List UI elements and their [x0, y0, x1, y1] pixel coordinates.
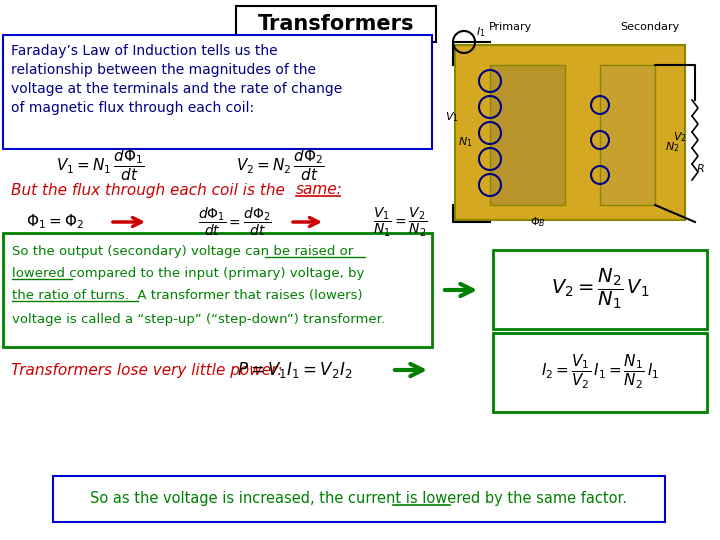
- Text: $V_2 = N_2\,\dfrac{d\Phi_2}{dt}$: $V_2 = N_2\,\dfrac{d\Phi_2}{dt}$: [235, 147, 324, 183]
- Text: lowered compared to the input (primary) voltage, by: lowered compared to the input (primary) …: [12, 267, 364, 280]
- FancyBboxPatch shape: [455, 45, 685, 220]
- Text: $V_1$: $V_1$: [445, 110, 459, 124]
- Text: Secondary: Secondary: [621, 22, 680, 32]
- Text: $V_2$: $V_2$: [673, 130, 687, 144]
- Text: $\dfrac{V_1}{N_1} = \dfrac{V_2}{N_2}$: $\dfrac{V_1}{N_1} = \dfrac{V_2}{N_2}$: [373, 205, 428, 239]
- Text: $V_2 = \dfrac{N_2}{N_1}\,V_1$: $V_2 = \dfrac{N_2}{N_1}\,V_1$: [551, 267, 649, 312]
- Text: $N_1$: $N_1$: [458, 135, 472, 149]
- Text: $\Phi_B$: $\Phi_B$: [530, 215, 546, 229]
- Text: So as the voltage is increased, the current is lowered by the same factor.: So as the voltage is increased, the curr…: [91, 491, 628, 507]
- Text: But the flux through each coil is the: But the flux through each coil is the: [11, 183, 289, 198]
- Text: $V_1 = N_1\,\dfrac{d\Phi_1}{dt}$: $V_1 = N_1\,\dfrac{d\Phi_1}{dt}$: [55, 147, 144, 183]
- Text: $\dfrac{d\Phi_1}{dt} = \dfrac{d\Phi_2}{dt}$: $\dfrac{d\Phi_1}{dt} = \dfrac{d\Phi_2}{d…: [198, 206, 272, 238]
- Text: $N_2$: $N_2$: [665, 140, 680, 154]
- Text: $\Phi_1 = \Phi_2$: $\Phi_1 = \Phi_2$: [26, 213, 84, 231]
- FancyBboxPatch shape: [600, 65, 655, 205]
- Text: Faraday’s Law of Induction tells us the
relationship between the magnitudes of t: Faraday’s Law of Induction tells us the …: [11, 44, 342, 115]
- Text: same:: same:: [296, 183, 343, 198]
- Text: Transformers: Transformers: [258, 14, 414, 34]
- FancyBboxPatch shape: [490, 65, 565, 205]
- Text: $I_2 = \dfrac{V_1}{V_2}\,I_1 = \dfrac{N_1}{N_2}\,I_1$: $I_2 = \dfrac{V_1}{V_2}\,I_1 = \dfrac{N_…: [541, 353, 659, 391]
- Text: Transformers lose very little power:: Transformers lose very little power:: [11, 362, 282, 377]
- Text: $I_1$: $I_1$: [476, 25, 485, 39]
- FancyBboxPatch shape: [53, 476, 665, 522]
- FancyBboxPatch shape: [3, 35, 432, 149]
- Text: ~: ~: [459, 36, 469, 49]
- FancyBboxPatch shape: [493, 333, 707, 412]
- Text: $P = V_1 I_1 = V_2 I_2$: $P = V_1 I_1 = V_2 I_2$: [238, 360, 353, 380]
- Text: voltage is called a “step-up” (“step-down”) transformer.: voltage is called a “step-up” (“step-dow…: [12, 313, 385, 326]
- Text: $R$: $R$: [696, 162, 705, 174]
- Text: the ratio of turns.  A transformer that raises (lowers): the ratio of turns. A transformer that r…: [12, 288, 363, 301]
- Text: So the output (secondary) voltage can be raised or: So the output (secondary) voltage can be…: [12, 245, 354, 258]
- FancyBboxPatch shape: [493, 250, 707, 329]
- FancyBboxPatch shape: [236, 6, 436, 42]
- Text: Primary: Primary: [488, 22, 531, 32]
- FancyBboxPatch shape: [3, 233, 432, 347]
